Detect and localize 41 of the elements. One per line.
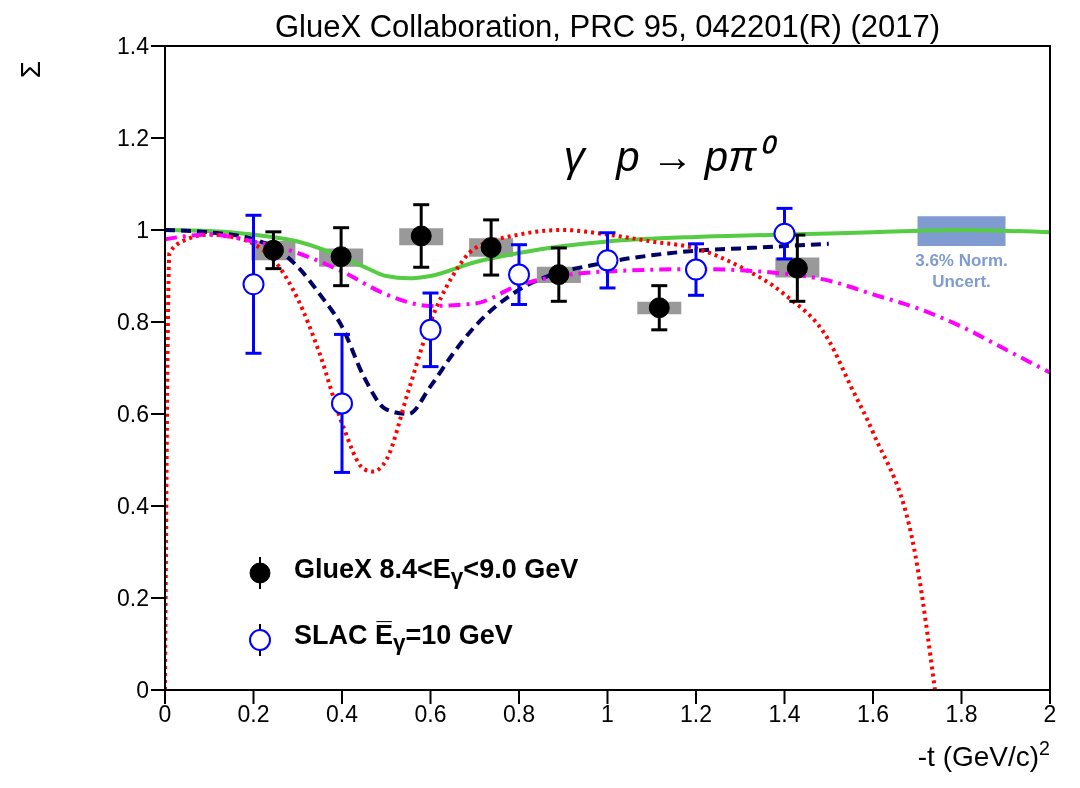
x-tick-label: 0.4	[326, 701, 359, 728]
legend-label: SLAC E̅$_{γ}$=10 GeV	[294, 619, 513, 658]
x-tick-label: 1.8	[945, 701, 978, 728]
y-tick-label: 0.2	[117, 585, 149, 612]
point	[596, 249, 619, 272]
x-tick-label: 1.4	[768, 701, 801, 728]
y-tick-label: 0.8	[117, 309, 149, 336]
x-axis-title: -t (GeV/c)$^{2}$	[917, 737, 1050, 772]
point	[331, 392, 353, 415]
point	[773, 222, 796, 245]
x-tick-label: 1	[601, 701, 614, 728]
chart-title: GlueX Collaboration, PRC 95, 042201(R) (2017)	[274, 9, 941, 44]
x-tick-label: 2	[1043, 701, 1057, 728]
x-tick-label: 0.2	[237, 701, 270, 728]
annotation: 3.6% Norm. Uncert.	[915, 251, 1008, 292]
x-tick-label: 1.6	[857, 701, 889, 728]
point	[548, 264, 570, 286]
point	[508, 263, 530, 286]
annotation: γ⃗p → pπ⁰	[563, 133, 779, 180]
y-tick-label: 1	[136, 217, 149, 244]
y-tick-label: 0	[136, 677, 149, 704]
point	[648, 297, 670, 319]
y-axis-title: Σ	[15, 61, 46, 79]
point	[786, 257, 808, 279]
point	[685, 258, 707, 281]
x-tick-label: 1.2	[680, 701, 712, 728]
y-tick-label: 0.4	[117, 493, 150, 520]
x-tick-label: 0.8	[503, 701, 535, 728]
point	[330, 246, 352, 268]
point	[242, 273, 265, 296]
y-tick-label: 0.6	[117, 401, 149, 428]
x-tick-label: 0	[158, 701, 172, 728]
x-tick-label: 0.6	[414, 701, 447, 728]
legend-label: GlueX 8.4<E$_{γ}$<9.0 GeV	[294, 553, 579, 592]
line-series	[165, 232, 1050, 375]
point	[480, 236, 502, 258]
y-tick-label: 1.4	[117, 33, 150, 60]
y-tick-label: 1.2	[117, 125, 149, 152]
point	[419, 318, 442, 341]
point	[410, 225, 432, 247]
point	[262, 239, 284, 261]
